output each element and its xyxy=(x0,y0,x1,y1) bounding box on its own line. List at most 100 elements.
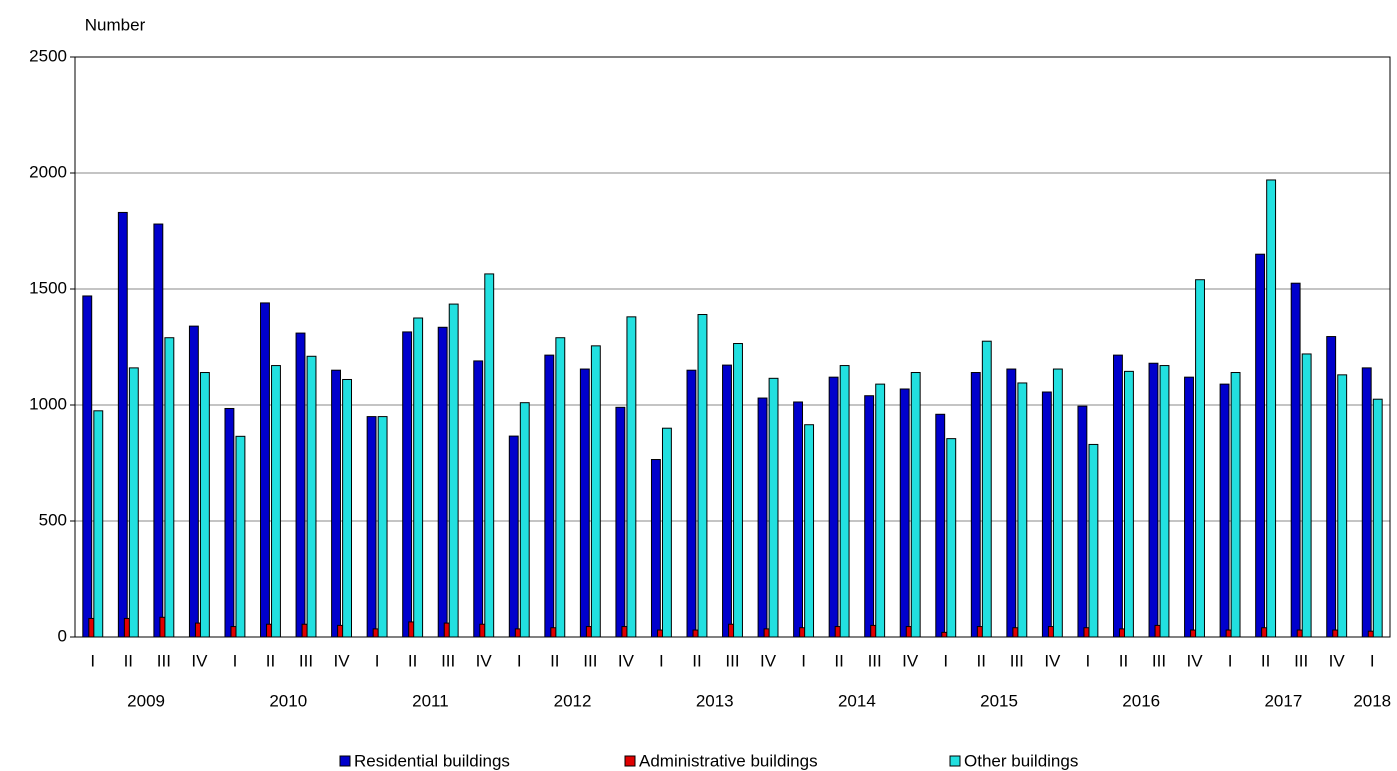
bar xyxy=(946,438,957,638)
bar xyxy=(910,372,921,638)
bar xyxy=(508,435,519,638)
x-tick-label: I xyxy=(233,651,238,670)
bar xyxy=(128,367,139,638)
x-tick-label: III xyxy=(1294,651,1308,670)
x-group-label: 2009 xyxy=(127,691,165,710)
x-group-label: 2012 xyxy=(554,691,592,710)
bar xyxy=(1266,179,1277,638)
x-tick-label: IV xyxy=(1186,651,1203,670)
bar xyxy=(1361,367,1372,638)
bar xyxy=(899,388,910,638)
bar xyxy=(402,331,413,638)
bar xyxy=(1301,353,1312,638)
bar xyxy=(473,360,484,638)
bar xyxy=(82,295,93,638)
bar xyxy=(864,395,875,638)
bar xyxy=(828,376,839,638)
legend-label: Administrative buildings xyxy=(639,751,818,770)
bar xyxy=(93,410,104,638)
bar xyxy=(768,377,779,638)
x-tick-label: II xyxy=(692,651,701,670)
bar xyxy=(188,325,199,638)
bar xyxy=(437,326,448,638)
bar xyxy=(1017,382,1028,638)
bar xyxy=(544,354,555,638)
bar xyxy=(484,273,495,638)
x-group-label: 2015 xyxy=(980,691,1018,710)
bar xyxy=(970,372,981,638)
x-tick-label: I xyxy=(517,651,522,670)
bar xyxy=(164,337,175,638)
bar xyxy=(260,302,270,638)
bar xyxy=(1124,370,1134,638)
x-tick-label: IV xyxy=(760,651,777,670)
x-tick-label: II xyxy=(266,651,275,670)
bar xyxy=(1326,336,1337,638)
bar xyxy=(271,365,281,638)
legend-swatch xyxy=(624,755,636,767)
legend-label: Residential buildings xyxy=(354,751,510,770)
x-group-label: 2014 xyxy=(838,691,876,710)
bar xyxy=(757,397,768,638)
bar xyxy=(1077,405,1088,638)
bar xyxy=(1148,362,1159,638)
x-tick-label: III xyxy=(868,651,882,670)
bar xyxy=(1159,365,1170,638)
x-tick-label: IV xyxy=(1044,651,1061,670)
bar xyxy=(875,383,886,638)
bar xyxy=(1041,391,1052,638)
bar xyxy=(377,416,388,638)
x-tick-label: II xyxy=(1119,651,1128,670)
bar xyxy=(1255,253,1266,638)
x-group-label: 2010 xyxy=(269,691,307,710)
y-tick-label: 1500 xyxy=(29,278,67,297)
bar xyxy=(117,211,128,638)
bar xyxy=(1372,398,1383,638)
x-tick-label: II xyxy=(1261,651,1270,670)
x-tick-label: II xyxy=(977,651,986,670)
bar xyxy=(1290,282,1301,638)
x-group-label: 2017 xyxy=(1264,691,1302,710)
x-tick-label: IV xyxy=(1329,651,1346,670)
x-tick-label: III xyxy=(1010,651,1024,670)
y-tick-label: 2500 xyxy=(29,46,67,65)
bar xyxy=(1184,376,1194,638)
x-tick-label: III xyxy=(1152,651,1166,670)
x-group-label: 2011 xyxy=(412,691,449,710)
bar xyxy=(839,365,850,638)
x-tick-label: III xyxy=(299,651,313,670)
bar xyxy=(366,416,377,638)
y-tick-label: 2000 xyxy=(29,162,67,181)
x-tick-label: II xyxy=(550,651,559,670)
bar xyxy=(1088,443,1099,638)
x-tick-label: IV xyxy=(191,651,208,670)
bar xyxy=(1230,372,1241,638)
x-tick-label: II xyxy=(124,651,133,670)
x-tick-label: IV xyxy=(902,651,919,670)
x-tick-label: IV xyxy=(618,651,635,670)
bar xyxy=(555,337,566,638)
bar xyxy=(733,343,743,638)
legend-label: Other buildings xyxy=(964,751,1078,770)
bar xyxy=(1112,354,1123,638)
x-tick-label: III xyxy=(441,651,455,670)
x-tick-label: II xyxy=(834,651,843,670)
bar xyxy=(224,407,235,638)
bar xyxy=(626,316,637,638)
bar xyxy=(1195,279,1205,638)
x-tick-label: I xyxy=(90,651,95,670)
x-tick-label: I xyxy=(1228,651,1233,670)
x-tick-label: IV xyxy=(476,651,493,670)
bar xyxy=(1219,383,1230,638)
bar xyxy=(804,424,815,638)
x-tick-label: III xyxy=(157,651,171,670)
y-tick-label: 500 xyxy=(39,510,67,529)
bar xyxy=(615,406,626,638)
bar xyxy=(793,401,804,638)
x-tick-label: I xyxy=(375,651,380,670)
bar xyxy=(1006,368,1017,638)
x-tick-label: IV xyxy=(334,651,351,670)
y-tick-label: 1000 xyxy=(29,394,67,413)
bar xyxy=(331,369,341,638)
